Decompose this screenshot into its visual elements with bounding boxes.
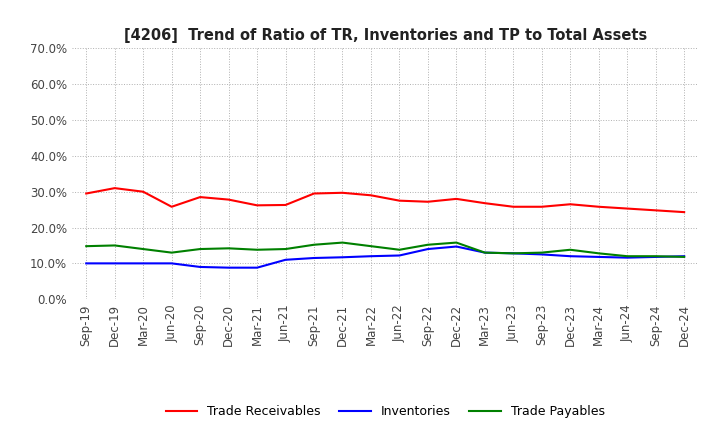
Inventories (423, 246, 432, 252)
Inventories (82, 261, 91, 266)
Trade Payables (282, 246, 290, 252)
Line: Trade Payables: Trade Payables (86, 242, 684, 257)
Trade Receivables (623, 206, 631, 211)
Inventories (139, 261, 148, 266)
Inventories (167, 261, 176, 266)
Inventories (452, 244, 461, 249)
Trade Receivables (480, 201, 489, 206)
Trade Receivables (537, 204, 546, 209)
Trade Receivables (167, 204, 176, 209)
Inventories (338, 255, 347, 260)
Trade Payables (480, 250, 489, 255)
Trade Payables (566, 247, 575, 253)
Inventories (110, 261, 119, 266)
Trade Payables (82, 243, 91, 249)
Inventories (595, 254, 603, 260)
Trade Payables (423, 242, 432, 247)
Trade Receivables (423, 199, 432, 205)
Trade Receivables (566, 202, 575, 207)
Inventories (680, 253, 688, 259)
Inventories (652, 254, 660, 260)
Trade Payables (167, 250, 176, 255)
Inventories (253, 265, 261, 270)
Trade Receivables (82, 191, 91, 196)
Trade Payables (652, 253, 660, 259)
Inventories (537, 252, 546, 257)
Trade Receivables (338, 190, 347, 195)
Trade Payables (253, 247, 261, 253)
Trade Receivables (595, 204, 603, 209)
Trade Receivables (509, 204, 518, 209)
Trade Receivables (652, 208, 660, 213)
Trade Payables (509, 251, 518, 256)
Inventories (366, 253, 375, 259)
Trade Payables (338, 240, 347, 245)
Trade Payables (680, 254, 688, 260)
Inventories (225, 265, 233, 270)
Inventories (310, 255, 318, 260)
Trade Payables (366, 243, 375, 249)
Inventories (282, 257, 290, 262)
Inventories (566, 253, 575, 259)
Trade Receivables (452, 196, 461, 202)
Inventories (509, 251, 518, 256)
Inventories (480, 250, 489, 255)
Line: Trade Receivables: Trade Receivables (86, 188, 684, 212)
Trade Payables (225, 246, 233, 251)
Trade Payables (595, 251, 603, 256)
Trade Payables (139, 246, 148, 252)
Trade Payables (395, 247, 404, 253)
Trade Payables (623, 253, 631, 259)
Trade Receivables (680, 209, 688, 215)
Trade Payables (196, 246, 204, 252)
Trade Receivables (139, 189, 148, 194)
Inventories (196, 264, 204, 270)
Trade Payables (110, 243, 119, 248)
Trade Payables (310, 242, 318, 247)
Trade Receivables (196, 194, 204, 200)
Title: [4206]  Trend of Ratio of TR, Inventories and TP to Total Assets: [4206] Trend of Ratio of TR, Inventories… (124, 28, 647, 43)
Inventories (395, 253, 404, 258)
Trade Receivables (395, 198, 404, 203)
Legend: Trade Receivables, Inventories, Trade Payables: Trade Receivables, Inventories, Trade Pa… (161, 400, 610, 423)
Trade Receivables (366, 193, 375, 198)
Trade Receivables (110, 186, 119, 191)
Inventories (623, 255, 631, 260)
Trade Payables (452, 240, 461, 245)
Trade Receivables (310, 191, 318, 196)
Trade Receivables (253, 203, 261, 208)
Trade Receivables (225, 197, 233, 202)
Trade Receivables (282, 202, 290, 208)
Trade Payables (537, 250, 546, 255)
Line: Inventories: Inventories (86, 246, 684, 268)
